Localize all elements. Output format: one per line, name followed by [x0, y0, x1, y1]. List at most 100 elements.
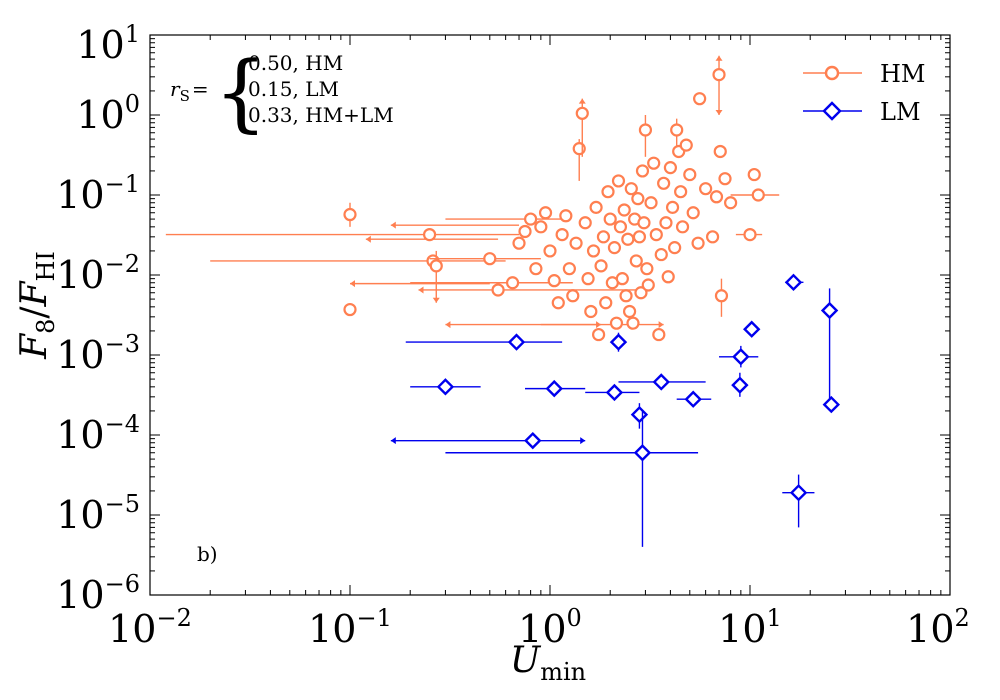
- lm-marker: [545, 379, 563, 398]
- data-point: [644, 196, 658, 210]
- rs-brace: {: [214, 43, 267, 141]
- data-point: [429, 252, 541, 266]
- y-axis-label: F8/FHI: [14, 251, 60, 360]
- x-tick-label: 101: [718, 604, 782, 651]
- data-point: [575, 98, 589, 157]
- lm-marker: [789, 484, 808, 502]
- lm-marker: [609, 333, 628, 351]
- hm-marker: [569, 236, 583, 250]
- hm-marker: [594, 259, 608, 273]
- legend-entry-hm: HM: [803, 60, 926, 88]
- data-point: [629, 254, 643, 268]
- lm-marker: [630, 405, 649, 424]
- data-point: [747, 167, 761, 182]
- data-point: [718, 172, 732, 186]
- hm-marker: [611, 174, 626, 188]
- data-point: [683, 167, 697, 182]
- hm-marker: [641, 278, 655, 292]
- data-point: [210, 254, 506, 268]
- hm-marker: [422, 227, 437, 242]
- hm-marker: [679, 138, 693, 152]
- hm-marker: [663, 161, 678, 175]
- data-point: [686, 206, 700, 220]
- lm-marker: [822, 395, 841, 414]
- hm-marker: [529, 262, 543, 276]
- data-point: [624, 182, 638, 196]
- data-point: [615, 272, 629, 286]
- data-point: [640, 262, 654, 276]
- data-point: [555, 227, 569, 242]
- legend-marker-hm: [824, 65, 840, 81]
- hm-marker: [615, 272, 629, 286]
- hm-marker: [566, 289, 580, 303]
- data-point: [491, 283, 505, 297]
- data-point: [820, 288, 839, 405]
- y-tick-label: 10−2: [56, 250, 140, 297]
- y-tick-label: 10−6: [56, 570, 140, 617]
- hm-marker: [599, 296, 613, 310]
- data-point: [712, 55, 726, 115]
- hm-marker: [665, 200, 680, 214]
- data-point: [626, 316, 640, 330]
- data-point: [609, 332, 628, 352]
- x-arrow-head: [445, 321, 451, 329]
- data-point: [784, 273, 804, 292]
- data-point: [410, 276, 573, 290]
- data-point: [782, 474, 815, 528]
- data-point: [632, 230, 647, 244]
- lm-marker: [684, 390, 702, 408]
- hm-marker: [559, 209, 573, 223]
- data-point: [445, 410, 699, 547]
- data-point: [601, 185, 615, 199]
- legend-label-hm: HM: [880, 60, 926, 88]
- x-arrow-head: [390, 221, 396, 229]
- hm-marker: [654, 247, 668, 262]
- lm-marker: [633, 444, 652, 462]
- data-point: [665, 200, 680, 214]
- hm-marker: [589, 200, 603, 214]
- data-point: [581, 272, 595, 286]
- data-point: [647, 156, 661, 170]
- data-point: [525, 379, 586, 398]
- rs-line-hm: 0.50, HM: [248, 51, 343, 75]
- hm-marker: [644, 196, 658, 210]
- data-point: [609, 316, 624, 330]
- data-point: [586, 244, 601, 258]
- y-tick-labels: 10−6 10−5 10−4 10−3 10−2 10−1 100 101: [56, 20, 140, 617]
- hm-marker: [505, 276, 520, 290]
- hm-marker: [572, 142, 586, 156]
- y-arrow-head: [432, 297, 440, 303]
- y-tick-label: 101: [76, 20, 140, 67]
- hm-marker: [661, 270, 675, 284]
- hm-marker: [652, 327, 666, 342]
- hm-marker: [538, 206, 553, 220]
- hm-marker: [659, 216, 673, 230]
- hm-marker: [524, 212, 538, 226]
- data-point: [429, 250, 443, 303]
- hm-marker: [635, 164, 650, 178]
- hm-marker: [751, 188, 765, 202]
- data-point: [603, 212, 617, 226]
- hm-marker: [601, 185, 615, 199]
- hm-marker: [631, 192, 645, 206]
- data-point: [654, 247, 668, 262]
- hm-marker: [709, 190, 724, 204]
- y-arrow-head: [715, 110, 723, 115]
- y-tick-label: 100: [76, 90, 140, 137]
- hm-marker: [629, 254, 643, 268]
- rs-line-all: 0.33, HM+LM: [248, 103, 394, 127]
- data-point: [637, 216, 651, 230]
- data-point: [661, 270, 675, 284]
- panel-label: b): [197, 542, 218, 566]
- hm-marker: [713, 144, 727, 159]
- x-tick-label: 102: [906, 604, 970, 651]
- data-point: [607, 241, 622, 255]
- data-point: [538, 206, 553, 220]
- y-tick-label: 10−1: [56, 170, 140, 217]
- hm-marker: [603, 212, 617, 226]
- hm-marker: [617, 203, 631, 217]
- hm-marker: [555, 227, 569, 242]
- data-point: [611, 174, 626, 188]
- data-point: [585, 383, 640, 402]
- data-point: [638, 115, 653, 157]
